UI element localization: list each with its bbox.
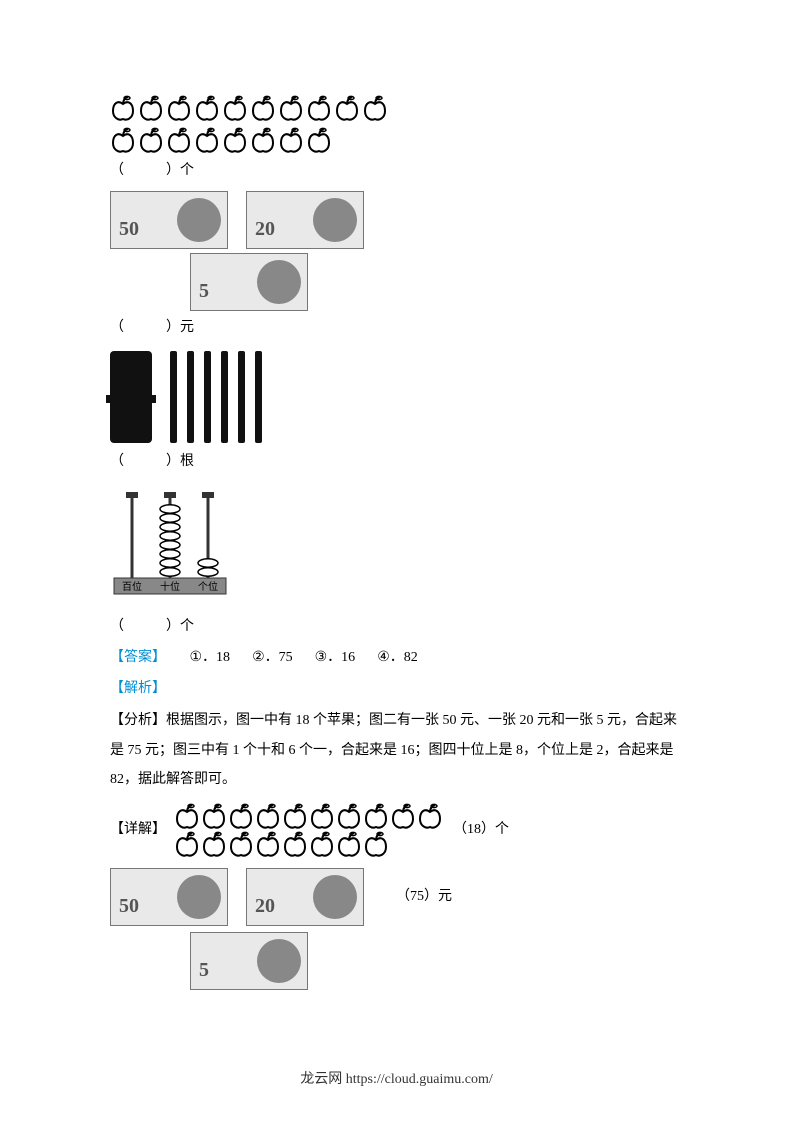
apple-icon [255, 830, 281, 858]
detail-apples-ans: （18）个 [453, 817, 509, 844]
apple-icon [278, 126, 304, 154]
apple-icon [228, 802, 254, 830]
apple-icon [222, 126, 248, 154]
banknote-20: 20 [246, 191, 364, 249]
detail-apples: 【详解】 [110, 802, 683, 858]
stick [187, 351, 194, 443]
apple-icon [250, 126, 276, 154]
footer: 龙云网 https://cloud.guaimu.com/ [0, 1068, 793, 1088]
sticks-blank: （ ）根 [110, 449, 683, 476]
section-money: 50 20 5 （ ）元 [110, 191, 683, 342]
detail-apples-col [174, 802, 443, 858]
detail-money-notes-1: 50 20 [110, 868, 364, 926]
apple-icon [228, 830, 254, 858]
apples-blank: （ ）个 [110, 158, 683, 185]
footer-text: 龙云网 https://cloud.guaimu.com/ [300, 1072, 493, 1087]
apple-icon [138, 94, 164, 122]
apple-icon [166, 94, 192, 122]
money-row-1: 50 20 [110, 191, 683, 249]
abacus-svg: 百位 十位 个位 [110, 490, 230, 598]
document-content: （ ）个 50 20 5 （ ）元 （ ）根 百位 十位 个位 [110, 94, 683, 990]
detail-money-ans: （75）元 [396, 884, 452, 911]
apple-icon [201, 830, 227, 858]
apple-icon [309, 802, 335, 830]
stick [255, 351, 262, 443]
svg-text:十位: 十位 [160, 580, 180, 593]
fenxi-text: 根据图示，图一中有 18 个苹果；图二有一张 50 元、一张 20 元和一张 5… [110, 713, 677, 787]
apple-icon [138, 126, 164, 154]
apple-row-2 [110, 126, 683, 154]
apple-icon [363, 830, 389, 858]
apple-row-1 [110, 94, 683, 122]
apple-icon [336, 802, 362, 830]
stick [204, 351, 211, 443]
apple-icon [306, 94, 332, 122]
apple-icon [363, 802, 389, 830]
section-abacus: 百位 十位 个位 （ ）个 [110, 490, 683, 641]
banknote-5: 5 [190, 932, 308, 990]
apple-icon [174, 802, 200, 830]
stick-bundle [110, 351, 152, 443]
sticks-area [110, 351, 683, 443]
stick [238, 351, 245, 443]
section-sticks: （ ）根 [110, 351, 683, 476]
apple-icon [194, 94, 220, 122]
svg-text:百位: 百位 [122, 580, 142, 593]
apple-icon [194, 126, 220, 154]
apple-icon [390, 802, 416, 830]
apple-icon [362, 94, 388, 122]
fenxi-label: 【分析】 [110, 713, 166, 728]
apple-icon [250, 94, 276, 122]
banknote-50: 50 [110, 868, 228, 926]
answer-line: 【答案】 ①．18②．75③．16④．82 [110, 645, 683, 672]
detail-label: 【详解】 [110, 817, 166, 844]
apple-icon [309, 830, 335, 858]
detail-money-row2: 5 [190, 932, 683, 990]
analysis-label: 【解析】 [110, 676, 683, 703]
apple-icon [201, 802, 227, 830]
apple-icon [282, 802, 308, 830]
apple-icon [166, 126, 192, 154]
answer-items: ①．18②．75③．16④．82 [190, 650, 440, 665]
apple-icon [110, 94, 136, 122]
svg-text:个位: 个位 [198, 580, 218, 593]
apple-icon [222, 94, 248, 122]
banknote-50: 50 [110, 191, 228, 249]
apple-icon [417, 802, 443, 830]
stick [170, 351, 177, 443]
detail-apple-row-2 [174, 830, 443, 858]
abacus-blank: （ ）个 [110, 614, 683, 641]
sticks-unit-label: （ ）根 [110, 454, 194, 469]
apple-icon [110, 126, 136, 154]
fenxi-block: 【分析】根据图示，图一中有 18 个苹果；图二有一张 50 元、一张 20 元和… [110, 706, 683, 794]
money-blank: （ ）元 [110, 315, 683, 342]
detail-money-row1: 50 20 （75）元 [110, 868, 683, 926]
stick [221, 351, 228, 443]
apple-icon [255, 802, 281, 830]
banknote-20: 20 [246, 868, 364, 926]
loose-sticks [170, 351, 262, 443]
apple-icon [282, 830, 308, 858]
abacus: 百位 十位 个位 [110, 490, 683, 609]
banknote-5: 5 [190, 253, 308, 311]
abacus-unit-label: （ ）个 [110, 619, 194, 634]
apple-icon [306, 126, 332, 154]
apple-icon [278, 94, 304, 122]
answer-label: 【答案】 [110, 650, 166, 665]
money-row-2: 5 [190, 253, 683, 311]
apple-icon [334, 94, 360, 122]
detail-apple-row-1 [174, 802, 443, 830]
money-unit-label: （ ）元 [110, 320, 194, 335]
apple-icon [174, 830, 200, 858]
apples-unit-label: （ ）个 [110, 163, 194, 178]
apple-icon [336, 830, 362, 858]
detail-money: 50 20 （75）元 5 [110, 868, 683, 990]
section-apples: （ ）个 [110, 94, 683, 185]
